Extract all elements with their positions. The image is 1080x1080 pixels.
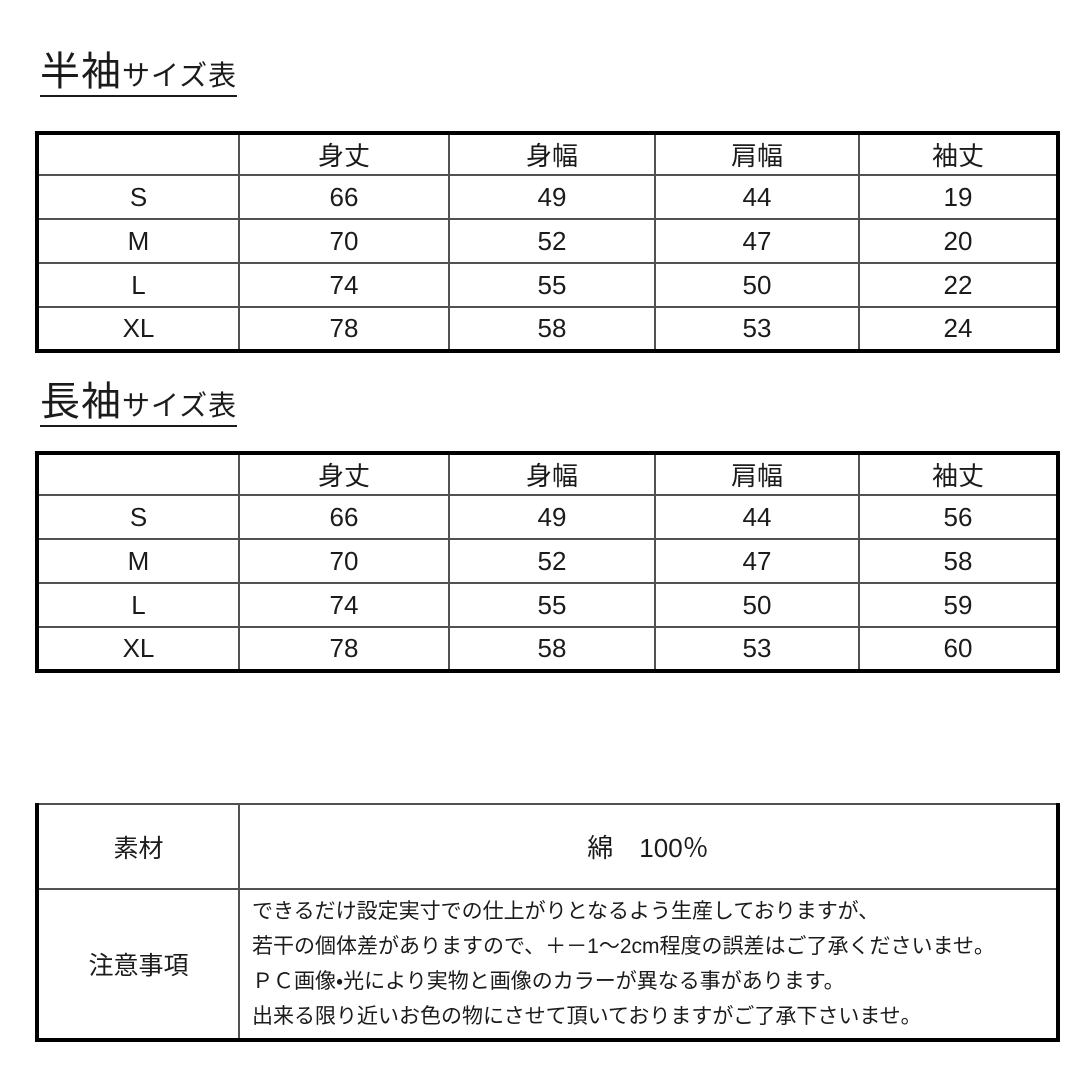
cell-value: 66 <box>238 174 450 220</box>
size-label: S <box>36 494 240 540</box>
table-row: S 66 49 44 19 <box>36 174 1059 220</box>
table-row: S 66 49 44 56 <box>36 494 1059 540</box>
cell-value: 60 <box>858 626 1059 672</box>
cell-value: 78 <box>238 626 450 672</box>
note-line-2: 若干の個体差がありますので、＋－1～2cm程度の誤差はご了承くださいませ。 <box>252 935 995 958</box>
material-label: 素材 <box>36 803 240 890</box>
cell-value: 70 <box>238 538 450 584</box>
cell-value: 24 <box>858 306 1059 352</box>
long-sleeve-heading-underline: 長袖サイズ表 <box>40 380 238 427</box>
note-line-4: 出来る限り近いお色の物にさせて頂いておりますがご了承下さいませ。 <box>252 1005 922 1028</box>
cell-value: 50 <box>654 582 860 628</box>
short-sleeve-table-wrapper: 身丈 身幅 肩幅 袖丈 S 66 49 44 19 M 70 52 47 20 … <box>35 131 1060 353</box>
notes-row: 注意事項 できるだけ設定実寸での仕上がりとなるよう生産しておりますが、 若干の個… <box>36 888 1059 1041</box>
header-cell-body-width: 身幅 <box>448 132 656 176</box>
header-cell-empty <box>36 452 240 496</box>
size-label: L <box>36 262 240 308</box>
long-sleeve-heading: 長袖サイズ表 <box>40 380 238 427</box>
table-row: L 74 55 50 59 <box>36 582 1059 628</box>
note-line-3: ＰＣ画像・光により実物と画像のカラーが異なる事があります。 <box>252 970 845 993</box>
notes-label: 注意事項 <box>36 888 240 1041</box>
cell-value: 44 <box>654 174 860 220</box>
material-value: 綿 100％ <box>238 803 1059 890</box>
table-row: L 74 55 50 22 <box>36 262 1059 308</box>
header-cell-sleeve-length: 袖丈 <box>858 132 1059 176</box>
size-label: S <box>36 174 240 220</box>
long-sleeve-heading-main: 長袖 <box>40 380 122 424</box>
cell-value: 50 <box>654 262 860 308</box>
cell-value: 74 <box>238 262 450 308</box>
cell-value: 47 <box>654 538 860 584</box>
cell-value: 47 <box>654 218 860 264</box>
long-sleeve-table-wrapper: 身丈 身幅 肩幅 袖丈 S 66 49 44 56 M 70 52 47 58 … <box>35 451 1060 673</box>
cell-value: 55 <box>448 582 656 628</box>
cell-value: 19 <box>858 174 1059 220</box>
size-label: L <box>36 582 240 628</box>
short-sleeve-heading-suffix: サイズ表 <box>122 60 238 91</box>
table-header-row: 身丈 身幅 肩幅 袖丈 <box>36 132 1059 176</box>
cell-value: 58 <box>448 626 656 672</box>
note-line-1: できるだけ設定実寸での仕上がりとなるよう生産しておりますが、 <box>252 900 880 923</box>
size-label: M <box>36 538 240 584</box>
header-cell-empty <box>36 132 240 176</box>
table-row: XL 78 58 53 24 <box>36 306 1059 352</box>
short-sleeve-heading-underline: 半袖サイズ表 <box>40 50 238 97</box>
short-sleeve-size-table: 身丈 身幅 肩幅 袖丈 S 66 49 44 19 M 70 52 47 20 … <box>35 131 1060 353</box>
cell-value: 66 <box>238 494 450 540</box>
header-cell-shoulder-width: 肩幅 <box>654 132 860 176</box>
long-sleeve-heading-suffix: サイズ表 <box>122 390 238 421</box>
cell-value: 52 <box>448 538 656 584</box>
cell-value: 20 <box>858 218 1059 264</box>
header-cell-body-length: 身丈 <box>238 132 450 176</box>
cell-value: 78 <box>238 306 450 352</box>
short-sleeve-heading: 半袖サイズ表 <box>40 50 238 97</box>
cell-value: 55 <box>448 262 656 308</box>
table-row: M 70 52 47 58 <box>36 538 1059 584</box>
table-row: XL 78 58 53 60 <box>36 626 1059 672</box>
cell-value: 52 <box>448 218 656 264</box>
cell-value: 58 <box>448 306 656 352</box>
cell-value: 49 <box>448 174 656 220</box>
header-cell-sleeve-length: 袖丈 <box>858 452 1059 496</box>
cell-value: 58 <box>858 538 1059 584</box>
header-cell-body-width: 身幅 <box>448 452 656 496</box>
material-row: 素材 綿 100％ <box>36 803 1059 890</box>
cell-value: 22 <box>858 262 1059 308</box>
cell-value: 74 <box>238 582 450 628</box>
size-label: XL <box>36 626 240 672</box>
cell-value: 56 <box>858 494 1059 540</box>
cell-value: 53 <box>654 306 860 352</box>
short-sleeve-heading-main: 半袖 <box>40 50 122 94</box>
size-label: XL <box>36 306 240 352</box>
info-table-wrapper: 素材 綿 100％ 注意事項 できるだけ設定実寸での仕上がりとなるよう生産してお… <box>35 803 1060 1042</box>
cell-value: 53 <box>654 626 860 672</box>
header-cell-body-length: 身丈 <box>238 452 450 496</box>
header-cell-shoulder-width: 肩幅 <box>654 452 860 496</box>
long-sleeve-size-table: 身丈 身幅 肩幅 袖丈 S 66 49 44 56 M 70 52 47 58 … <box>35 451 1060 673</box>
cell-value: 59 <box>858 582 1059 628</box>
cell-value: 49 <box>448 494 656 540</box>
material-notes-table: 素材 綿 100％ 注意事項 できるだけ設定実寸での仕上がりとなるよう生産してお… <box>35 803 1060 1042</box>
cell-value: 70 <box>238 218 450 264</box>
notes-text: できるだけ設定実寸での仕上がりとなるよう生産しておりますが、 若干の個体差があり… <box>238 888 1059 1041</box>
cell-value: 44 <box>654 494 860 540</box>
size-label: M <box>36 218 240 264</box>
table-row: M 70 52 47 20 <box>36 218 1059 264</box>
table-header-row: 身丈 身幅 肩幅 袖丈 <box>36 452 1059 496</box>
